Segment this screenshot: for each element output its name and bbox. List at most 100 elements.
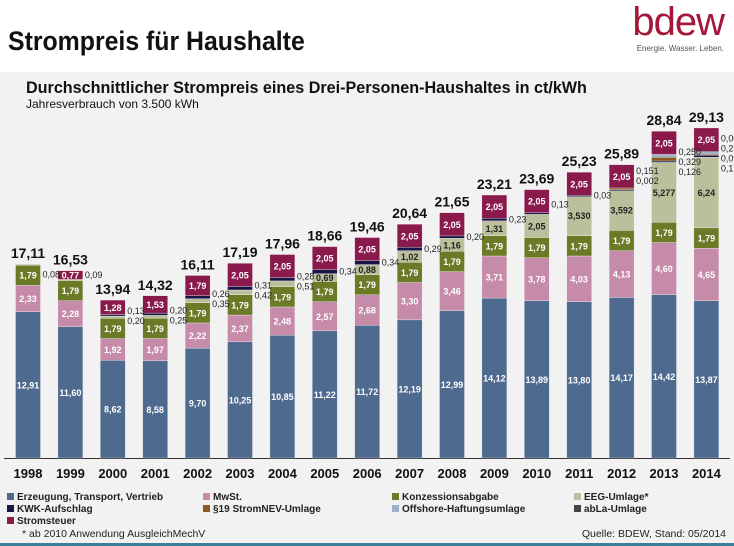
bar-segment-stromsteuer bbox=[184, 275, 211, 296]
segment-side-label: 0,26 bbox=[212, 289, 230, 299]
segment-label: 2,05 bbox=[528, 197, 546, 207]
chart-subtitle: Jahresverbrauch von 3.500 kWh bbox=[26, 97, 199, 111]
segment-side-label: 0,08 bbox=[43, 270, 61, 280]
segment-label: 2,05 bbox=[698, 135, 716, 145]
segment-label: 1,53 bbox=[146, 300, 164, 310]
segment-label: 14,12 bbox=[483, 374, 506, 384]
bar-segment-stromsteuer bbox=[566, 171, 592, 196]
segment-label: 2,48 bbox=[274, 317, 292, 327]
segment-label: 2,05 bbox=[570, 179, 588, 189]
source-note: Quelle: BDEW, Stand: 05/2014 bbox=[581, 528, 726, 540]
bar-segment-erzeugung-transport-vertrieb bbox=[312, 330, 338, 459]
segment-label: 2,05 bbox=[486, 202, 504, 212]
x-tick-label: 1999 bbox=[56, 466, 85, 481]
segment-label: 3,71 bbox=[486, 273, 504, 283]
segment-label: 1,79 bbox=[570, 241, 588, 251]
bar-segment-mwst- bbox=[227, 314, 253, 343]
legend-swatch bbox=[7, 493, 14, 500]
x-tick-label: 2000 bbox=[98, 466, 127, 481]
segment-label: 1,79 bbox=[189, 308, 207, 318]
segment-label: 4,13 bbox=[613, 270, 631, 280]
x-tick-label: 2001 bbox=[141, 466, 170, 481]
legend-item: MwSt. bbox=[203, 492, 242, 503]
bar-segment-eeg-umlage- bbox=[15, 263, 41, 266]
segment-label: 2,05 bbox=[358, 245, 376, 255]
segment-label: 2,28 bbox=[62, 309, 80, 319]
bar-segment-mwst- bbox=[524, 257, 550, 301]
segment-label: 13,87 bbox=[695, 375, 718, 385]
segment-label: 14,42 bbox=[653, 372, 676, 382]
segment-label: 11,60 bbox=[59, 388, 81, 398]
segment-side-label: 0,34 bbox=[382, 258, 400, 268]
x-tick-label: 2005 bbox=[310, 466, 339, 481]
total-label: 19,46 bbox=[350, 219, 385, 235]
bar-segment-stromsteuer bbox=[651, 131, 677, 155]
legend-swatch bbox=[203, 493, 210, 500]
legend-item: EEG-Umlage* bbox=[574, 492, 648, 503]
segment-label: 2,37 bbox=[231, 324, 249, 334]
legend-item: Konzessionsabgabe bbox=[392, 492, 499, 503]
bar-segment-erzeugung-transport-vertrieb bbox=[396, 319, 423, 459]
bar-segment-erzeugung-transport-vertrieb bbox=[481, 297, 508, 459]
bar-segment-erzeugung-transport-vertrieb bbox=[608, 297, 635, 459]
segment-label: 1,79 bbox=[358, 280, 376, 290]
bottom-rule bbox=[0, 543, 734, 546]
total-label: 25,89 bbox=[604, 146, 639, 162]
bar-segment-erzeugung-transport-vertrieb bbox=[651, 294, 677, 459]
bar-segment-kwk-aufschlag bbox=[481, 218, 508, 222]
x-tick-label: 2010 bbox=[522, 466, 551, 481]
segment-side-label: 0,13 bbox=[127, 306, 145, 316]
x-tick-label: 2011 bbox=[565, 466, 593, 481]
legend-item: Offshore-Haftungsumlage bbox=[392, 504, 525, 515]
bar-segment-kwk-aufschlag bbox=[439, 235, 465, 239]
bar-segment-stromsteuer bbox=[608, 164, 635, 189]
segment-side-label: 0,29 bbox=[424, 244, 442, 254]
bar-segment-stromsteuer bbox=[524, 189, 550, 213]
bar-segment-erzeugung-transport-vertrieb bbox=[354, 325, 380, 459]
total-label: 21,65 bbox=[434, 194, 469, 210]
segment-label: 6,24 bbox=[698, 188, 716, 198]
x-tick-label: 2004 bbox=[268, 466, 298, 481]
x-tick-label: 2013 bbox=[650, 466, 679, 481]
segment-label: 1,79 bbox=[401, 268, 419, 278]
segment-label: 4,60 bbox=[655, 264, 673, 274]
segment-label: 10,25 bbox=[229, 395, 252, 405]
segment-label: 2,05 bbox=[443, 220, 461, 230]
bar-segment-offshore-haftungsumlage bbox=[651, 154, 677, 158]
total-label: 16,11 bbox=[180, 256, 214, 272]
segment-label: 4,65 bbox=[698, 270, 716, 280]
segment-label: 1,92 bbox=[104, 345, 122, 355]
segment-label: 8,62 bbox=[104, 405, 122, 415]
segment-label: 5,277 bbox=[653, 188, 676, 198]
bar-segment-erzeugung-transport-vertrieb bbox=[100, 360, 126, 459]
segment-label: 3,46 bbox=[443, 287, 461, 297]
segment-label: 1,02 bbox=[401, 252, 419, 262]
bar-segment-mwst- bbox=[693, 248, 720, 302]
segment-label: 1,79 bbox=[274, 292, 292, 302]
segment-label: 0,69 bbox=[316, 273, 334, 283]
bar-segment-kwk-aufschlag bbox=[608, 189, 635, 192]
legend-label: EEG-Umlage* bbox=[584, 492, 649, 503]
segment-label: 12,91 bbox=[17, 380, 40, 390]
segment-side-label: 0,20 bbox=[467, 232, 485, 242]
segment-label: 3,30 bbox=[401, 297, 419, 307]
total-label: 17,96 bbox=[265, 236, 300, 252]
bar-segment-eeg-umlage- bbox=[100, 315, 126, 319]
total-label: 28,84 bbox=[646, 112, 681, 128]
segment-side-label: 0,09 bbox=[85, 270, 103, 280]
bar-segment--19-stromnev-umlage bbox=[651, 157, 677, 162]
bar-segment-kwk-aufschlag bbox=[184, 295, 211, 299]
total-label: 25,23 bbox=[562, 153, 597, 169]
legend-item: KWK-Aufschlag bbox=[7, 504, 93, 515]
segment-label: 2,57 bbox=[316, 312, 334, 322]
segment-label: 11,22 bbox=[314, 390, 336, 400]
segment-label: 1,31 bbox=[486, 224, 504, 234]
bar-segment-eeg-umlage- bbox=[608, 189, 635, 231]
bar-segment-eeg-umlage- bbox=[693, 157, 720, 229]
total-label: 23,21 bbox=[477, 176, 512, 192]
segment-side-label: 0,20 bbox=[127, 316, 145, 326]
total-label: 13,94 bbox=[95, 281, 130, 297]
bar-segment-kwk-aufschlag bbox=[312, 269, 338, 274]
segment-label: 13,80 bbox=[568, 375, 591, 385]
segment-side-label: 0,126 bbox=[679, 167, 702, 177]
